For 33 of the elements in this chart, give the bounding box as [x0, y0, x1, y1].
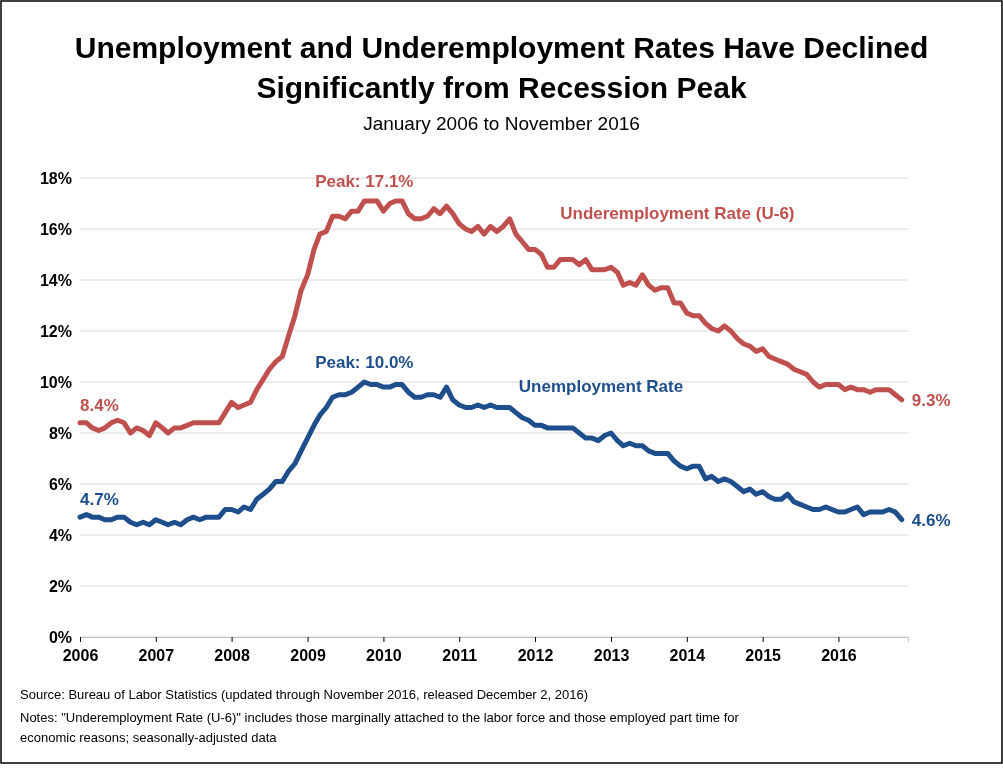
y-tick-label: 0% [48, 628, 72, 646]
text: Underemployment Rate (U-6) [560, 203, 795, 223]
series-label: Unemployment Rate [518, 377, 684, 397]
y-tick-label: 10% [39, 373, 72, 391]
y-tick-label: 8% [48, 424, 72, 442]
x-tick-label: 2006 [62, 647, 99, 664]
annotation: Peak: 17.1% [315, 171, 414, 191]
x-tick-label: 2016 [821, 647, 857, 664]
annotation: 4.7% [80, 490, 119, 510]
source-note: Source: Bureau of Labor Statistics (updated through November 2016, released December 2, 2016) [20, 687, 589, 702]
x-tick-label: 2015 [745, 647, 782, 664]
annotation: Peak: 10.0% [315, 353, 414, 372]
x-tick-label: 2010 [366, 647, 402, 664]
x-tick-label: 2008 [214, 647, 250, 664]
y-tick-label: 4% [48, 526, 72, 544]
y-tick-label: 14% [39, 271, 72, 289]
x-tick-label: 2009 [290, 647, 327, 664]
y-tick-label: 2% [48, 577, 72, 595]
annotation: 8.4% [80, 395, 119, 415]
chart-title: Unemployment and Underemployment Rates Have Declined Significantly from Recession Peak [74, 31, 929, 104]
x-tick-label: 2011 [442, 647, 478, 664]
x-tick-label: 2013 [593, 647, 630, 664]
annotation: 4.6% [911, 510, 951, 530]
text: Notes: "Underemployment Rate (U-6)" includes those marginally attached to the labor force and those employed part time for economic reasons; seasonally-adjusted data [20, 710, 740, 745]
y-tick-label: 18% [39, 169, 72, 187]
annotation: 9.3% [911, 390, 951, 410]
y-tick-label: 6% [48, 475, 72, 493]
x-tick-label: 2014 [669, 647, 706, 664]
chart-subtitle: January 2006 to November 2016 [363, 113, 640, 134]
x-tick-label: 2007 [138, 647, 175, 664]
y-tick-label: 16% [39, 220, 72, 238]
y-tick-label: 12% [39, 322, 72, 340]
x-tick-label: 2012 [517, 647, 554, 664]
